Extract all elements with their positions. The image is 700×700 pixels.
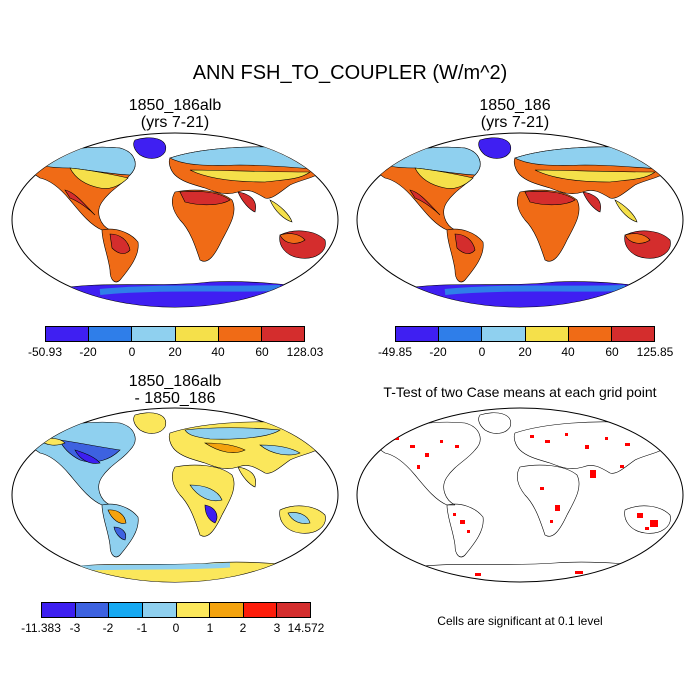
colorbar-tick: 125.85 <box>636 345 674 359</box>
colorbar-tick: -1 <box>136 621 148 635</box>
colorbar-tick: 20 <box>518 345 532 359</box>
colorbar-tick: 128.03 <box>286 345 324 359</box>
greenland-land <box>133 137 167 159</box>
colorbar-tick: 2 <box>239 621 247 635</box>
panel3-colorbar <box>41 602 311 618</box>
colorbar-swatch <box>42 603 76 617</box>
colorbar-swatch <box>142 603 177 617</box>
colorbar-swatch <box>525 327 569 341</box>
colorbar-swatch <box>109 603 143 617</box>
colorbar-swatch <box>210 603 244 617</box>
panel1-years: (yrs 7-21) <box>140 114 210 131</box>
significance-markers <box>395 433 658 576</box>
panel1-case-name: 1850_186alb <box>128 97 222 114</box>
colorbar-swatch <box>89 327 133 341</box>
panel2-years: (yrs 7-21) <box>480 114 550 131</box>
panel4-map <box>356 407 684 583</box>
colorbar-tick: 40 <box>561 345 575 359</box>
colorbar-tick: 0 <box>128 345 136 359</box>
colorbar-tick: 0 <box>478 345 486 359</box>
colorbar-swatch <box>176 603 211 617</box>
figure-title: ANN FSH_TO_COUPLER (W/m^2) <box>192 62 508 84</box>
colorbar-tick: 60 <box>255 345 269 359</box>
panel3-map <box>11 407 339 583</box>
colorbar-swatch <box>439 327 483 341</box>
panel2-map <box>356 132 684 308</box>
panel2-title: 1850_186 (yrs 7-21) <box>370 97 660 131</box>
colorbar-tick: 0 <box>172 621 180 635</box>
colorbar-tick: -3 <box>69 621 81 635</box>
africa-land <box>171 189 235 262</box>
colorbar-swatch <box>277 603 310 617</box>
colorbar-swatch <box>132 327 176 341</box>
panel2-colorbar <box>395 326 655 342</box>
colorbar-tick: -2 <box>102 621 114 635</box>
colorbar-tick: 3 <box>273 621 281 635</box>
colorbar-tick: 60 <box>605 345 619 359</box>
panel1-title: 1850_186alb (yrs 7-21) <box>30 97 320 131</box>
colorbar-swatch <box>175 327 219 341</box>
significance-note: Cells are significant at 0.1 level <box>437 614 603 628</box>
colorbar-swatch <box>46 327 90 341</box>
colorbar-tick: 20 <box>168 345 182 359</box>
panel4-title: T-Test of two Case means at each grid po… <box>383 384 657 400</box>
colorbar-tick: -50.93 <box>27 345 63 359</box>
colorbar-tick: -20 <box>429 345 447 359</box>
panel3-title: 1850_186alb - 1850_186 <box>30 373 320 407</box>
colorbar-swatch <box>396 327 440 341</box>
colorbar-swatch <box>261 327 305 341</box>
colorbar-tick: -49.85 <box>377 345 413 359</box>
colorbar-tick: -11.383 <box>21 621 61 635</box>
panel3-difference-label: - 1850_186 <box>134 390 216 407</box>
colorbar-swatch <box>218 327 262 341</box>
colorbar-swatch <box>75 603 110 617</box>
panel2-case-name: 1850_186 <box>479 97 551 114</box>
colorbar-swatch <box>482 327 526 341</box>
colorbar-swatch <box>611 327 655 341</box>
colorbar-swatch <box>243 603 278 617</box>
panel3-case-name: 1850_186alb <box>128 373 222 390</box>
panel1-map <box>11 132 339 308</box>
colorbar-tick: 40 <box>211 345 225 359</box>
colorbar-tick: 14.572 <box>287 621 325 635</box>
panel1-colorbar <box>45 326 305 342</box>
colorbar-tick: -20 <box>79 345 97 359</box>
colorbar-swatch <box>568 327 612 341</box>
colorbar-tick: 1 <box>206 621 214 635</box>
